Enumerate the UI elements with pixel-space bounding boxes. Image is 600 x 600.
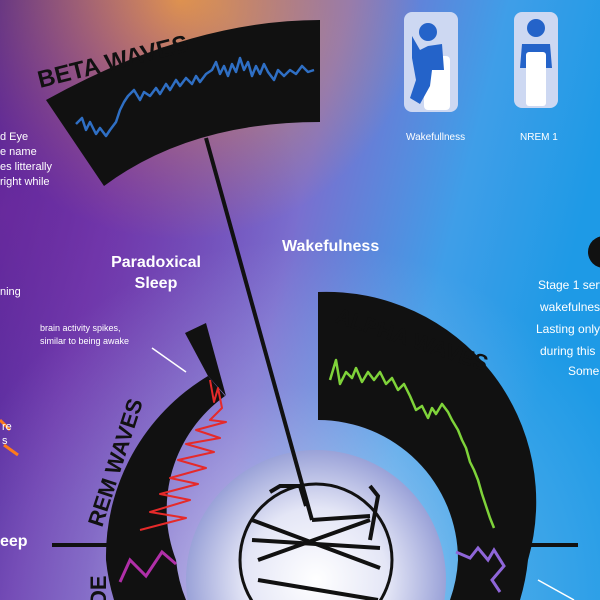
rem-band xyxy=(105,376,225,560)
paradoxical-line-1: Paradoxical xyxy=(111,254,201,271)
theta-wave xyxy=(455,545,506,593)
right-fragment-5: Some xyxy=(568,364,600,378)
paradoxical-sleep-label: Paradoxical Sleep xyxy=(104,252,208,294)
delta-label: DE xyxy=(86,575,111,600)
left-fragment-6: re xyxy=(2,421,12,433)
left-fragment-1: d Eye xyxy=(0,131,29,143)
left-fragment-5: ning xyxy=(0,286,21,298)
rem-band-tab xyxy=(185,323,226,396)
center-lines xyxy=(238,482,394,600)
theta-note-leader xyxy=(537,579,575,600)
rem-note-leader xyxy=(151,347,187,373)
beta-wave xyxy=(75,56,315,138)
right-fragment-1: Stage 1 serv xyxy=(538,278,600,292)
stage-marker-dot xyxy=(588,236,600,268)
left-fragment-3: es litterally xyxy=(0,161,52,173)
paradoxical-line-2: Sleep xyxy=(134,275,178,292)
alpha-wave xyxy=(328,358,496,529)
left-fragment-4: right while xyxy=(0,176,50,188)
right-fragment-3: Lasting only xyxy=(536,322,600,336)
left-fragment-2: e name xyxy=(0,146,37,158)
stage-label-nrem1: NREM 1 xyxy=(520,132,558,143)
left-fragment-8: eep xyxy=(0,533,28,550)
delta-band xyxy=(106,560,186,600)
theta-band xyxy=(450,560,528,600)
center-disc xyxy=(186,450,446,600)
rem-note: brain activity spikes, similar to being … xyxy=(40,322,129,348)
rem-wave xyxy=(139,379,227,531)
wakefulness-icon xyxy=(404,12,458,112)
delta-wave xyxy=(118,549,177,583)
right-fragment-2: wakefulnes xyxy=(540,300,600,314)
rem-note-line-1: brain activity spikes, xyxy=(40,323,121,333)
left-fragment-7: s xyxy=(2,435,8,447)
stage-label-wakefulness: Wakefullness xyxy=(406,132,466,143)
rem-note-line-2: similar to being awake xyxy=(40,336,130,346)
beta-banner xyxy=(46,20,320,186)
right-fragment-4: during this xyxy=(540,344,596,358)
center-wakefulness-label: Wakefulness xyxy=(282,238,380,255)
center-pointer xyxy=(311,514,371,522)
nrem1-icon xyxy=(514,12,558,108)
close-icon xyxy=(0,418,19,457)
beta-pointer xyxy=(204,137,314,521)
